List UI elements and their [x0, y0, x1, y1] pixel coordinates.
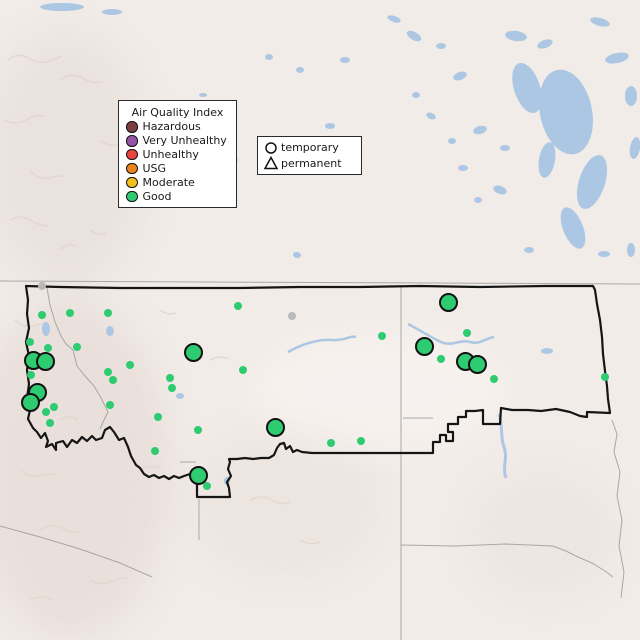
- monitor-type-legend-items: temporary permanent: [264, 140, 361, 171]
- legend-label: Hazardous: [142, 120, 201, 134]
- monitor-marker-inactive[interactable]: [38, 282, 46, 290]
- monitor-marker-good-large[interactable]: [188, 465, 208, 485]
- monitor-marker-good-small[interactable]: [46, 419, 54, 427]
- circle-symbol-icon: [265, 142, 277, 154]
- monitor-marker-good-small[interactable]: [126, 361, 134, 369]
- legend-label: temporary: [281, 141, 339, 155]
- legend-item-very-unhealthy: Very Unhealthy: [119, 134, 236, 148]
- monitor-marker-good-large[interactable]: [20, 392, 40, 412]
- monitor-marker-good-small[interactable]: [203, 482, 211, 490]
- monitor-marker-good-small[interactable]: [44, 344, 52, 352]
- legend-item-unhealthy: Unhealthy: [119, 148, 236, 162]
- monitor-marker-good-small[interactable]: [490, 375, 498, 383]
- monitor-marker-good-small[interactable]: [26, 338, 34, 346]
- monitor-marker-good-small[interactable]: [601, 373, 609, 381]
- aqi-legend-title: Air Quality Index: [131, 106, 224, 119]
- monitor-marker-good-small[interactable]: [106, 401, 114, 409]
- legend-label: Unhealthy: [142, 148, 199, 162]
- aqi-legend-items: Hazardous Very Unhealthy Unhealthy USG Moder…: [119, 120, 236, 203]
- monitor-marker-good-small[interactable]: [378, 332, 386, 340]
- monitor-marker-good-large[interactable]: [467, 354, 487, 374]
- lakes: [40, 3, 640, 485]
- legend-swatch-moderate-icon: [126, 176, 138, 189]
- state-borders: [0, 280, 640, 640]
- monitor-marker-good-small[interactable]: [104, 309, 112, 317]
- monitor-marker-good-large[interactable]: [414, 336, 434, 356]
- monitor-marker-good-large[interactable]: [35, 351, 55, 371]
- monitor-marker-good-large[interactable]: [438, 292, 458, 312]
- monitor-marker-good-small[interactable]: [42, 408, 50, 416]
- legend-swatch-good-icon: [126, 190, 138, 203]
- legend-swatch-hazardous-icon: [126, 121, 138, 133]
- monitor-marker-good-large[interactable]: [265, 417, 285, 437]
- legend-item-hazardous: Hazardous: [119, 120, 236, 134]
- monitor-marker-good-small[interactable]: [463, 329, 471, 337]
- monitor-marker-good-small[interactable]: [234, 302, 242, 310]
- monitor-marker-good-small[interactable]: [168, 384, 176, 392]
- monitor-marker-good-small[interactable]: [166, 374, 174, 382]
- monitor-marker-good-small[interactable]: [194, 426, 202, 434]
- monitor-marker-good-small[interactable]: [38, 311, 46, 319]
- legend-item-permanent: permanent: [264, 156, 361, 172]
- monitor-marker-good-small[interactable]: [437, 355, 445, 363]
- legend-label: USG: [142, 162, 167, 176]
- legend-label: Good: [142, 189, 172, 203]
- region-border: [24, 284, 612, 499]
- monitor-marker-good-small[interactable]: [154, 413, 162, 421]
- monitor-marker-good-small[interactable]: [357, 437, 365, 445]
- monitor-marker-good-small[interactable]: [327, 439, 335, 447]
- legend-item-temporary: temporary: [264, 140, 361, 156]
- monitor-marker-good-small[interactable]: [66, 309, 74, 317]
- legend-item-good: Good: [119, 189, 236, 203]
- monitor-marker-good-large[interactable]: [183, 342, 203, 362]
- monitor-marker-inactive[interactable]: [288, 312, 296, 320]
- legend-swatch-very-unhealthy-icon: [126, 135, 138, 147]
- legend-item-usg: USG: [119, 162, 236, 176]
- monitor-marker-good-small[interactable]: [104, 368, 112, 376]
- monitor-marker-good-small[interactable]: [109, 376, 117, 384]
- monitor-marker-good-small[interactable]: [73, 343, 81, 351]
- monitor-marker-good-small[interactable]: [151, 447, 159, 455]
- aqi-legend: Air Quality Index Hazardous Very Unhealth…: [118, 100, 237, 209]
- monitor-type-legend: temporary permanent: [257, 136, 362, 175]
- monitor-marker-good-small[interactable]: [27, 371, 35, 379]
- legend-label: permanent: [281, 156, 342, 170]
- monitor-marker-good-small[interactable]: [239, 366, 247, 374]
- legend-label: Very Unhealthy: [142, 134, 227, 148]
- monitor-marker-good-small[interactable]: [50, 403, 58, 411]
- legend-label: Moderate: [142, 176, 195, 189]
- legend-item-moderate: Moderate: [119, 176, 236, 190]
- legend-swatch-unhealthy-icon: [126, 148, 138, 161]
- legend-swatch-usg-icon: [126, 162, 138, 175]
- triangle-symbol-icon: [264, 156, 278, 170]
